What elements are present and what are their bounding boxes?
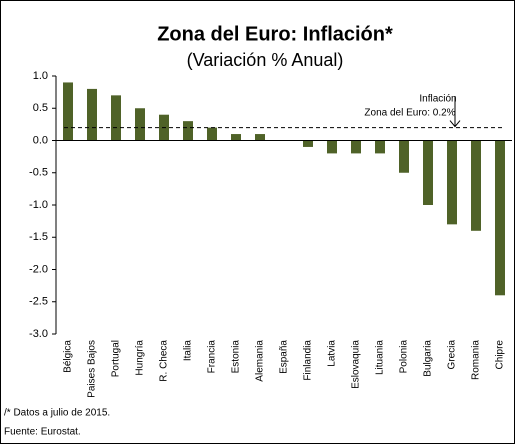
bar: [87, 88, 97, 141]
x-tick-label: Finlandia: [303, 340, 314, 381]
chart-title: Zona del Euro: Inflación*: [157, 23, 393, 45]
bar: [111, 95, 121, 141]
bar: [399, 140, 409, 173]
bar: [135, 108, 145, 141]
bar: [255, 134, 265, 141]
bar: [375, 140, 385, 154]
x-tick-label: Bulgaria: [423, 340, 434, 377]
y-tick-label: -2.0: [29, 263, 48, 275]
x-tick-label: Romania: [471, 340, 482, 380]
x-tick-label: Alemania: [255, 340, 266, 382]
x-tick-label: España: [279, 340, 290, 374]
source: Fuente: Eurostat.: [4, 427, 81, 438]
bar: [327, 140, 337, 154]
bar: [495, 140, 505, 296]
bar: [423, 140, 433, 205]
y-tick-label: 1.0: [33, 70, 48, 82]
x-tick-label: Chipre: [495, 340, 506, 370]
annotation: Inflación: [419, 94, 456, 105]
bar: [351, 140, 361, 154]
y-tick-label: -2.5: [29, 296, 48, 308]
x-tick-label: R. Checa: [159, 340, 170, 382]
x-tick-label: Polonia: [399, 340, 410, 374]
arrow: [449, 96, 461, 128]
bar: [231, 134, 241, 141]
x-tick-label: Hungría: [135, 340, 146, 376]
y-tick-label: -3.0: [29, 328, 48, 340]
x-tick-label: Estonia: [231, 340, 242, 374]
y-tick-label: -0.5: [29, 167, 48, 179]
y-tick-label: -1.5: [29, 231, 48, 243]
bar: [447, 140, 457, 225]
bar: [183, 121, 193, 141]
annotation: Zona del Euro: 0.2%: [364, 108, 455, 119]
footnote: /* Datos a julio de 2015.: [4, 408, 110, 419]
y-tick-label: -1.0: [29, 199, 48, 211]
x-tick-label: Paises Bajos: [87, 340, 98, 398]
bar: [63, 82, 73, 141]
x-tick-label: Eslovaquia: [351, 340, 362, 389]
y-tick-label: 0.0: [33, 134, 48, 146]
x-tick-label: Latvia: [327, 340, 338, 367]
x-tick-label: Bélgica: [63, 340, 74, 373]
x-tick-label: Portugal: [111, 340, 122, 377]
y-tick-label: 0.5: [33, 102, 48, 114]
x-tick-label: Lituania: [375, 340, 386, 375]
x-tick-label: Italia: [183, 340, 194, 362]
x-tick-label: Francia: [207, 340, 218, 374]
bar: [471, 140, 481, 231]
chart-subtitle: (Variación % Anual): [187, 50, 344, 70]
x-tick-label: Grecia: [447, 340, 458, 370]
bar: [207, 127, 217, 141]
bar: [303, 140, 313, 147]
